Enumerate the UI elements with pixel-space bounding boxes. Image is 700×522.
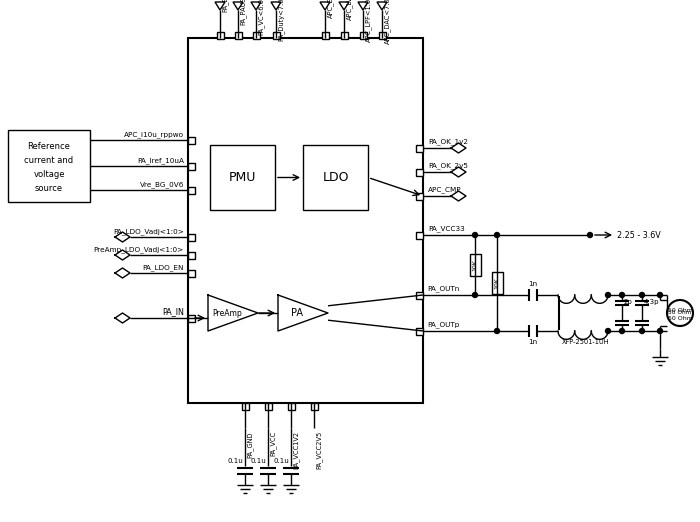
Circle shape	[640, 328, 645, 334]
Text: PA_PAUSE: PA_PAUSE	[240, 0, 246, 25]
Text: 10K: 10K	[473, 259, 477, 271]
Text: PA_VCC33: PA_VCC33	[428, 226, 465, 232]
Polygon shape	[251, 2, 261, 10]
Circle shape	[620, 292, 624, 298]
Text: 1n: 1n	[528, 339, 538, 345]
Text: PA_VC<6:0>: PA_VC<6:0>	[258, 0, 265, 34]
Bar	[416, 291, 423, 299]
Text: PA: PA	[291, 308, 303, 318]
Text: 2p: 2p	[624, 299, 633, 305]
Bar	[340, 31, 347, 39]
Bar	[188, 252, 195, 258]
Polygon shape	[339, 2, 349, 10]
Text: APC_LPF<1:0>: APC_LPF<1:0>	[365, 0, 372, 42]
Text: 1n: 1n	[528, 281, 538, 287]
Circle shape	[473, 292, 477, 298]
Bar	[416, 231, 423, 239]
Text: PreAmp_LDO_Vadj<1:0>: PreAmp_LDO_Vadj<1:0>	[94, 246, 184, 253]
Text: APC_LVL: APC_LVL	[346, 0, 353, 19]
Bar	[188, 38, 423, 403]
Bar	[188, 269, 195, 277]
Text: Reference: Reference	[27, 142, 71, 151]
Circle shape	[657, 292, 662, 298]
Text: voltage: voltage	[34, 170, 64, 179]
Circle shape	[473, 232, 477, 238]
Text: APC_DAC<7:0>: APC_DAC<7:0>	[384, 0, 391, 44]
Polygon shape	[320, 2, 330, 10]
Text: PA_Iref_10uA: PA_Iref_10uA	[137, 157, 184, 164]
Bar	[8, 130, 90, 202]
Polygon shape	[377, 2, 387, 10]
Text: 50 Ohm: 50 Ohm	[668, 311, 692, 315]
Bar	[216, 31, 223, 39]
Bar	[491, 272, 503, 294]
Circle shape	[640, 292, 645, 298]
Text: 2.25 - 3.6V: 2.25 - 3.6V	[617, 231, 661, 240]
Text: 10K: 10K	[494, 277, 500, 289]
Circle shape	[494, 328, 500, 334]
Bar	[272, 31, 279, 39]
Bar	[188, 314, 195, 322]
Text: 50 Ohm: 50 Ohm	[668, 307, 692, 313]
Bar	[321, 31, 328, 39]
Bar	[188, 186, 195, 194]
Circle shape	[606, 328, 610, 334]
Text: PA_OK_2v5: PA_OK_2v5	[428, 162, 468, 169]
Bar	[241, 403, 248, 410]
Bar	[416, 145, 423, 151]
Bar	[416, 193, 423, 199]
Bar	[288, 403, 295, 410]
Circle shape	[620, 328, 624, 334]
Text: PA_OUTn: PA_OUTn	[427, 285, 459, 292]
Text: PreAmp: PreAmp	[212, 309, 242, 317]
Text: APC_EN: APC_EN	[327, 0, 334, 18]
Bar	[188, 233, 195, 241]
Bar	[360, 31, 367, 39]
Text: Vre_BG_0V6: Vre_BG_0V6	[139, 181, 184, 188]
Bar	[253, 31, 260, 39]
Polygon shape	[233, 2, 243, 10]
Text: PA_IN: PA_IN	[162, 307, 184, 316]
Text: 4.3p: 4.3p	[644, 299, 659, 305]
Circle shape	[606, 292, 610, 298]
Bar	[210, 145, 275, 210]
Text: PA_EN: PA_EN	[222, 0, 229, 13]
Text: 0.1u: 0.1u	[273, 458, 289, 464]
Bar	[188, 162, 195, 170]
Text: PA_LDO_EN: PA_LDO_EN	[143, 264, 184, 271]
Text: APC_CMP: APC_CMP	[428, 186, 461, 193]
Circle shape	[587, 232, 592, 238]
Bar	[416, 169, 423, 175]
Bar	[265, 403, 272, 410]
Circle shape	[494, 232, 500, 238]
Circle shape	[657, 328, 662, 334]
Bar	[470, 254, 480, 276]
Bar	[303, 145, 368, 210]
Text: PA_OUTp: PA_OUTp	[427, 321, 459, 328]
Polygon shape	[271, 2, 281, 10]
Bar	[416, 327, 423, 335]
Text: APC_i10u_rppwo: APC_i10u_rppwo	[124, 131, 184, 138]
Text: PA_VCC: PA_VCC	[270, 431, 276, 456]
Text: 50 Ohm: 50 Ohm	[668, 315, 692, 321]
Text: PA_Duty<7:0>: PA_Duty<7:0>	[278, 0, 285, 41]
Text: 0.1u: 0.1u	[228, 458, 243, 464]
Polygon shape	[358, 2, 368, 10]
Text: source: source	[35, 184, 63, 193]
Text: current and: current and	[25, 156, 74, 165]
Bar	[234, 31, 241, 39]
Bar	[379, 31, 386, 39]
Bar	[188, 136, 195, 144]
Text: PA_GND: PA_GND	[247, 431, 253, 457]
Text: 0.1u: 0.1u	[251, 458, 266, 464]
Text: PMU: PMU	[229, 171, 256, 184]
Text: PA_VCC1V2: PA_VCC1V2	[293, 431, 300, 469]
Text: PA_LDO_Vadj<1:0>: PA_LDO_Vadj<1:0>	[113, 228, 184, 235]
Text: XFP-2501-1UH: XFP-2501-1UH	[562, 339, 610, 345]
Polygon shape	[215, 2, 225, 10]
Text: LDO: LDO	[322, 171, 349, 184]
Text: PA_VCC2V5: PA_VCC2V5	[316, 431, 323, 469]
Bar	[311, 403, 318, 410]
Text: PA_OK_1v2: PA_OK_1v2	[428, 138, 468, 145]
